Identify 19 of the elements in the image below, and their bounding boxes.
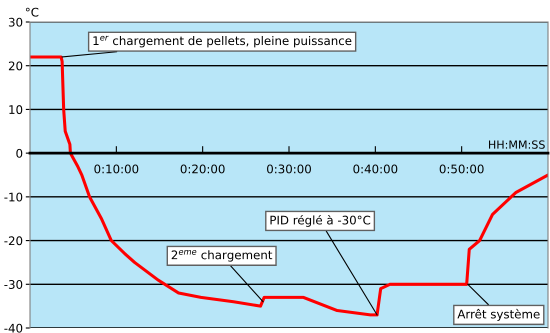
annotation: 2$^{eme}$ chargement <box>172 250 272 262</box>
x-axis-title: HH:MM:SS <box>489 140 545 149</box>
x-tick-label: 0:10:00 <box>94 164 138 174</box>
x-tick-label: 0:50:00 <box>440 164 484 174</box>
annotation: 1$^{er}$ chargement de pellets, pleine puissance <box>93 36 352 48</box>
annotation: PID réglé à -30°C <box>270 214 370 227</box>
x-tick-label: 0:30:00 <box>267 164 311 174</box>
y-tick-label: -10 <box>4 192 22 202</box>
x-tick-label: 0:20:00 <box>180 164 225 174</box>
y-tick-label: 0 <box>16 148 22 158</box>
y-tick-label: -40 <box>4 324 22 333</box>
y-tick-label: 10 <box>9 105 22 114</box>
y-tick-label: 30 <box>8 18 22 27</box>
y-tick-label: 20 <box>8 61 22 70</box>
x-tick-label: 0:40:00 <box>353 164 398 174</box>
y-tick-label: -30 <box>4 280 22 289</box>
y-axis-title: °C <box>26 8 38 17</box>
y-tick-label: -20 <box>4 236 22 246</box>
annotation: Arrêt système <box>457 308 540 321</box>
